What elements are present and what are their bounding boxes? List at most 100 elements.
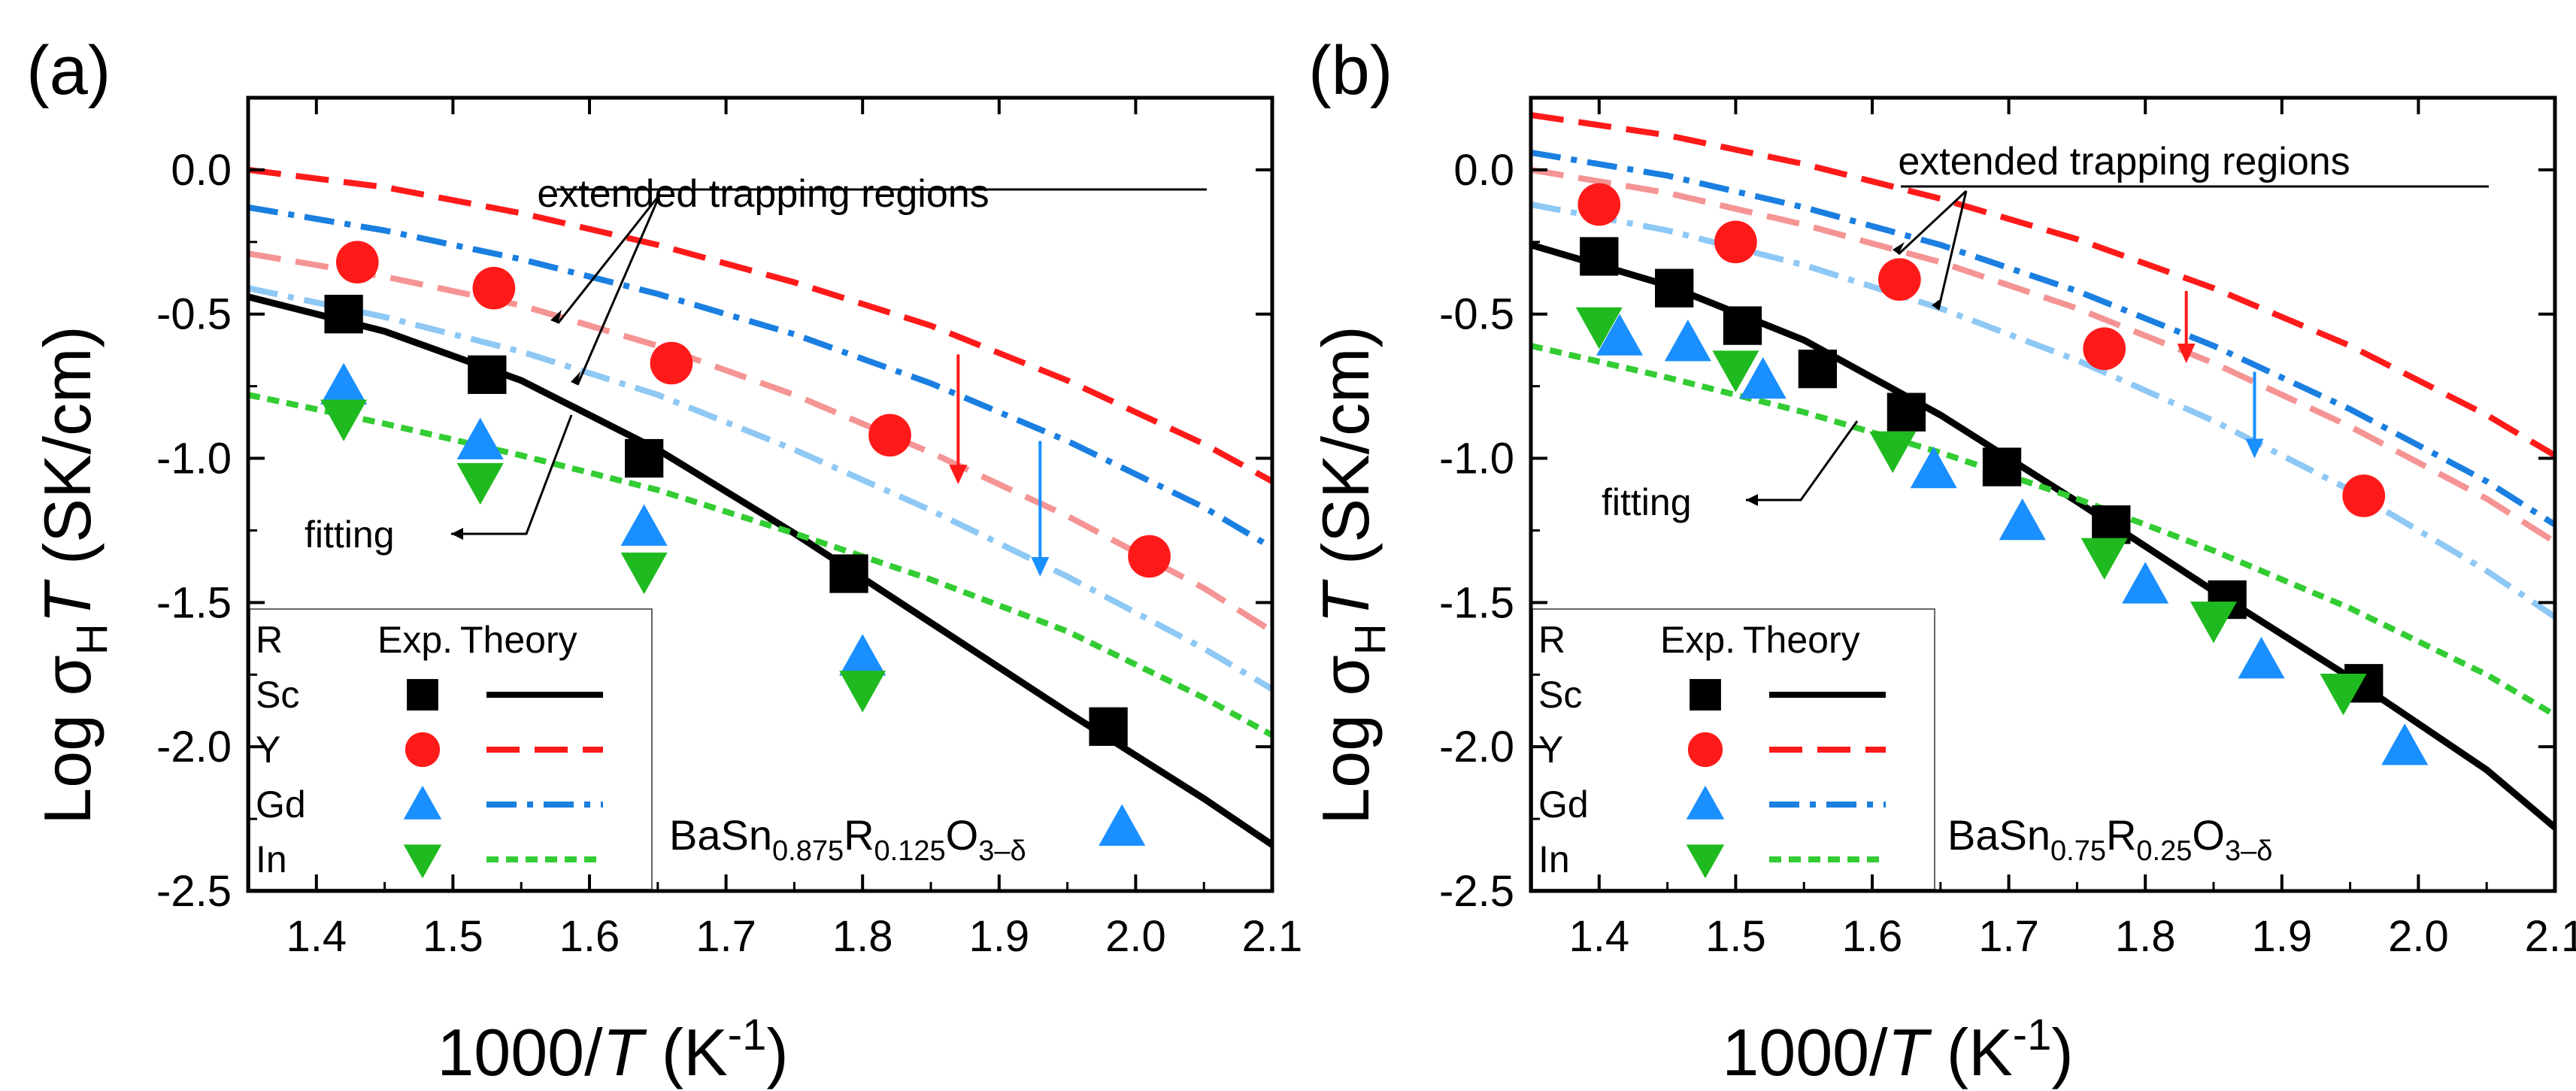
exp-point-sc-6-b <box>2092 505 2131 544</box>
legend-marker-gd-a <box>403 785 442 820</box>
exp-point-in-2-a <box>620 552 668 595</box>
x-tick-label-4-a: 1.8 <box>832 912 893 961</box>
exp-point-y-3-a <box>868 414 911 457</box>
exp-point-in-0-b <box>1575 307 1623 350</box>
legend-header-0-a: R <box>256 619 283 661</box>
exp-point-gd-3-a <box>839 634 886 676</box>
exp-point-gd-2-b <box>1739 356 1787 399</box>
exp-point-y-1-a <box>472 266 516 310</box>
x-tick-label-3-b: 1.7 <box>1978 912 2039 961</box>
exp-point-y-2-b <box>1877 258 1921 302</box>
theory-curve-in-b <box>1531 343 2555 718</box>
exp-point-in-0-a <box>320 399 368 441</box>
theory-curve-gd-a <box>248 204 1272 550</box>
exp-point-sc-0-b <box>1580 237 1619 276</box>
annotation-pointers-b <box>1746 185 2489 502</box>
y-axis-label-b: Log σHT (SK/cm) <box>1308 326 1395 824</box>
fit-arrowhead-a <box>451 528 463 540</box>
legend-header-1-a: Exp. <box>377 619 453 661</box>
theory-curve-in-a <box>248 392 1272 738</box>
panel-label-b: (b) <box>1308 32 1393 109</box>
y-tick-label-2-b: -1.0 <box>1439 435 1514 483</box>
drop-arrow-head-gd-a <box>1031 556 1050 577</box>
x-tick-label-1-a: 1.5 <box>423 912 483 961</box>
x-tick-label-2-a: 1.6 <box>559 912 620 961</box>
exp-point-y-2-a <box>650 341 693 385</box>
trap-arrowhead-a1 <box>550 310 562 323</box>
exp-point-gd-7-b <box>2381 723 2429 765</box>
panel-a: (a) Log σHT (SK/cm) 1000/T (K-1) R Exp. Th… <box>26 32 1302 1089</box>
y-tick-label-4-a: -2.0 <box>156 723 232 771</box>
exp-point-sc-0-a <box>324 295 363 334</box>
legend-marker-in-b <box>1686 844 1725 879</box>
exp-point-in-1-a <box>456 462 504 505</box>
legend-header-0-b: R <box>1538 619 1565 661</box>
exp-point-in-5-b <box>2320 673 2367 716</box>
legend-header-2-b: Theory <box>1743 619 1860 661</box>
plot-frame-b <box>1529 95 2557 893</box>
exp-point-in-4-b <box>2190 602 2238 644</box>
exp-point-sc-1-b <box>1655 268 1694 308</box>
legend-marker-in-a <box>403 844 442 879</box>
legend-label-in-a: In <box>256 838 287 880</box>
legend-marker-sc-a <box>407 679 438 711</box>
exp-point-gd-0-a <box>320 362 368 405</box>
trap-curve-y-a <box>248 250 1272 635</box>
exp-point-gd-1-b <box>1664 320 1711 362</box>
theory-curve-gd-b <box>1531 149 2555 528</box>
legend-marker-y-b <box>1687 732 1723 768</box>
legend-marker-gd-b <box>1686 785 1725 820</box>
panel-label-a: (a) <box>26 32 111 109</box>
exp-point-sc-5-b <box>1982 447 2022 486</box>
theory-curve-sc-a <box>248 293 1272 848</box>
drop-arrow-head-y-b <box>2177 343 2196 363</box>
legend-label-sc-a: Sc <box>256 674 299 716</box>
exp-point-gd-1-a <box>456 417 504 459</box>
trap-pointer-a2 <box>576 193 662 386</box>
x-axis-label-a: 1000/T (K-1) <box>437 1011 788 1089</box>
exp-point-gd-4-b <box>1999 498 2046 541</box>
x-tick-label-7-a: 2.1 <box>1242 912 1303 961</box>
x-tick-label-1-b: 1.5 <box>1705 912 1766 961</box>
legend-label-in-b: In <box>1538 838 1570 880</box>
plot-layer-a: R Exp. Theory Sc Y Gd In 1.4 1.5 1.6 1.7 1.8 1.9 2.0 2… <box>156 95 1303 961</box>
drop-arrow-head-gd-b <box>2245 438 2264 459</box>
y-tick-label-0-a: 0.0 <box>171 146 232 195</box>
y-tick-label-5-a: -2.5 <box>156 867 232 916</box>
exp-point-y-4-b <box>2342 474 2386 517</box>
exp-point-gd-2-a <box>620 504 668 546</box>
theory-curve-y-a <box>248 166 1272 484</box>
exp-point-in-1-b <box>1712 350 1759 392</box>
trap-annotation-b: extended trapping regions <box>1898 140 2350 183</box>
exp-point-sc-2-a <box>624 438 664 478</box>
x-tick-label-2-b: 1.6 <box>1842 912 1903 961</box>
y-tick-label-0-b: 0.0 <box>1453 146 1514 195</box>
legend-label-sc-b: Sc <box>1538 674 1582 716</box>
fit-arrowhead-b <box>1746 494 1758 506</box>
plot-layer-b: R Exp. Theory Sc Y Gd In 1.4 1.5 1.6 1.7 1.8 1.9 2.0 2… <box>1439 95 2576 961</box>
exp-point-y-0-b <box>1577 183 1621 226</box>
exp-point-y-0-a <box>335 241 379 284</box>
legend-label-gd-a: Gd <box>256 783 306 826</box>
trap-pointer-a1 <box>556 193 662 324</box>
y-tick-label-5-b: -2.5 <box>1439 867 1514 916</box>
trap-arrowhead-a2 <box>571 371 580 385</box>
exp-point-sc-3-a <box>829 554 868 593</box>
trap-pointer-b2 <box>1937 190 1968 311</box>
trap-arrowhead-b1 <box>1893 242 1905 254</box>
drop-arrow-head-y-a <box>949 465 968 485</box>
trap-curve-gd-b <box>1531 201 2555 620</box>
trap-curve-gd-a <box>248 285 1272 692</box>
legend-marker-y-a <box>405 732 441 768</box>
x-tick-label-6-a: 2.0 <box>1105 912 1166 961</box>
formula-a: BaSn0.875R0.125O3–δ <box>669 811 1026 867</box>
legend-label-y-b: Y <box>1538 729 1563 771</box>
trap-pointer-b1 <box>1897 189 1968 256</box>
trap-curve-y-b <box>1531 166 2555 545</box>
y-tick-label-4-b: -2.0 <box>1439 723 1514 771</box>
exp-point-in-3-b <box>2080 538 2128 580</box>
x-tick-label-5-b: 1.9 <box>2251 912 2312 961</box>
fit-pointer-b <box>1746 420 1859 502</box>
exp-point-sc-1-a <box>468 355 507 394</box>
